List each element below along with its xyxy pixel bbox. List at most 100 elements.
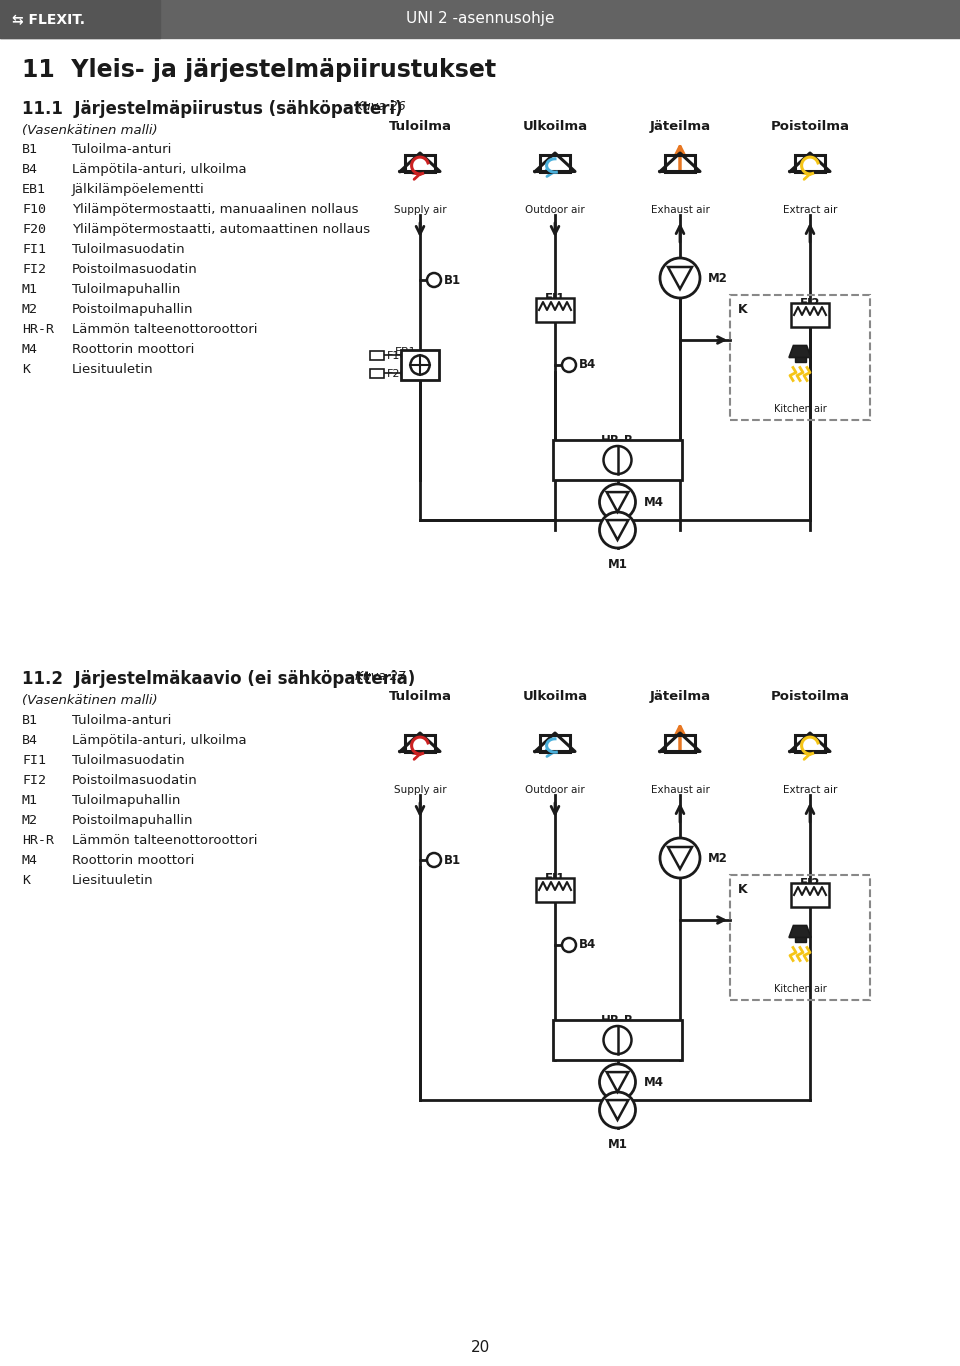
- Text: M2: M2: [22, 303, 38, 316]
- Text: F20: F20: [387, 369, 407, 378]
- Text: Supply air: Supply air: [394, 205, 446, 214]
- Bar: [791, 882, 829, 907]
- Text: B1: B1: [22, 143, 38, 156]
- Text: Tuloilmapuhallin: Tuloilmapuhallin: [72, 794, 180, 807]
- Bar: [795, 735, 825, 751]
- Circle shape: [427, 852, 441, 867]
- Text: 20: 20: [470, 1340, 490, 1355]
- Text: ⇆ FLEXIT.: ⇆ FLEXIT.: [12, 12, 85, 26]
- Text: M1: M1: [22, 794, 38, 807]
- Circle shape: [604, 1026, 632, 1055]
- Text: Kuva 26: Kuva 26: [355, 100, 406, 113]
- Text: FI2: FI2: [22, 264, 46, 276]
- Text: HR-R: HR-R: [22, 835, 54, 847]
- Bar: [795, 937, 805, 941]
- Text: Poistoilmapuhallin: Poistoilmapuhallin: [72, 303, 194, 316]
- Circle shape: [599, 512, 636, 548]
- Text: 11.2  Järjestelmäkaavio (ei sähköpatteria): 11.2 Järjestelmäkaavio (ei sähköpatteria…: [22, 669, 416, 688]
- Text: M2: M2: [708, 272, 728, 284]
- Bar: [553, 1020, 682, 1060]
- Text: B4: B4: [22, 734, 38, 747]
- Text: Tuloilma-anturi: Tuloilma-anturi: [72, 143, 172, 156]
- Text: Lämmön talteenottoroottori: Lämmön talteenottoroottori: [72, 835, 257, 847]
- Text: K: K: [22, 874, 30, 887]
- Text: Jäteilma: Jäteilma: [649, 690, 710, 703]
- Text: Ylilämpötermostaatti, manuaalinen nollaus: Ylilämpötermostaatti, manuaalinen nollau…: [72, 204, 358, 216]
- Text: FI1: FI1: [22, 754, 46, 766]
- Bar: [540, 154, 570, 172]
- Text: F20: F20: [22, 223, 46, 236]
- Text: UNI 2 -asennusohje: UNI 2 -asennusohje: [406, 11, 554, 26]
- Text: Outdoor air: Outdoor air: [525, 785, 585, 795]
- Text: Roottorin moottori: Roottorin moottori: [72, 854, 194, 867]
- Text: Outdoor air: Outdoor air: [525, 205, 585, 214]
- Text: M1: M1: [608, 1138, 628, 1152]
- Text: 11  Yleis- ja järjestelmäpiirustukset: 11 Yleis- ja järjestelmäpiirustukset: [22, 57, 496, 82]
- Text: Tuloilmapuhallin: Tuloilmapuhallin: [72, 283, 180, 296]
- Text: (Vasenkätinen malli): (Vasenkätinen malli): [22, 124, 157, 137]
- Text: Kuva 27: Kuva 27: [355, 669, 406, 683]
- Bar: [553, 440, 682, 479]
- Text: B1: B1: [444, 273, 461, 287]
- Text: FI1: FI1: [544, 872, 565, 885]
- Text: B1: B1: [444, 854, 461, 866]
- Text: B4: B4: [579, 938, 596, 952]
- Text: M4: M4: [22, 854, 38, 867]
- Circle shape: [562, 358, 576, 372]
- Text: FI2: FI2: [800, 877, 820, 891]
- Text: Poistoilma: Poistoilma: [771, 690, 850, 703]
- Bar: [370, 369, 384, 377]
- Circle shape: [562, 938, 576, 952]
- Text: Exhaust air: Exhaust air: [651, 785, 709, 795]
- Text: F10: F10: [22, 204, 46, 216]
- Bar: [536, 878, 574, 902]
- Bar: [730, 295, 870, 419]
- Text: Liesituuletin: Liesituuletin: [72, 363, 154, 376]
- Text: M4: M4: [643, 496, 663, 508]
- Text: M2: M2: [708, 851, 728, 865]
- Text: Ylilämpötermostaatti, automaattinen nollaus: Ylilämpötermostaatti, automaattinen noll…: [72, 223, 371, 236]
- Bar: [730, 876, 870, 1000]
- Bar: [665, 154, 695, 172]
- Text: Extract air: Extract air: [782, 205, 837, 214]
- Text: HR-R: HR-R: [601, 434, 634, 447]
- Text: Jäteilma: Jäteilma: [649, 120, 710, 133]
- Text: B4: B4: [22, 163, 38, 176]
- Text: K: K: [738, 882, 748, 896]
- Circle shape: [660, 837, 700, 878]
- Text: Poistoilma: Poistoilma: [771, 120, 850, 133]
- Polygon shape: [789, 346, 811, 358]
- Text: M1: M1: [22, 283, 38, 296]
- Text: HR-R: HR-R: [601, 1014, 634, 1027]
- Text: Kitchen air: Kitchen air: [774, 404, 827, 414]
- Text: M4: M4: [643, 1075, 663, 1089]
- Text: 11.1  Järjestelmäpiirustus (sähköpatteri): 11.1 Järjestelmäpiirustus (sähköpatteri): [22, 100, 402, 117]
- Text: M1: M1: [608, 557, 628, 571]
- Text: Roottorin moottori: Roottorin moottori: [72, 343, 194, 357]
- Text: Extract air: Extract air: [782, 785, 837, 795]
- Bar: [0, 0, 960, 38]
- Text: Lämpötila-anturi, ulkoilma: Lämpötila-anturi, ulkoilma: [72, 163, 247, 176]
- Text: M4: M4: [22, 343, 38, 357]
- Bar: [540, 735, 570, 751]
- Bar: [795, 357, 805, 362]
- Text: Poistoilmapuhallin: Poistoilmapuhallin: [72, 814, 194, 826]
- Text: M2: M2: [22, 814, 38, 826]
- Circle shape: [599, 484, 636, 520]
- Text: Tuloilmasuodatin: Tuloilmasuodatin: [72, 243, 184, 255]
- Bar: [536, 298, 574, 322]
- Bar: [405, 154, 435, 172]
- Circle shape: [660, 258, 700, 298]
- Circle shape: [599, 1064, 636, 1100]
- Bar: [405, 735, 435, 751]
- Text: EB1: EB1: [22, 183, 46, 195]
- Bar: [791, 303, 829, 326]
- Text: K: K: [738, 303, 748, 316]
- Text: Poistoilmasuodatin: Poistoilmasuodatin: [72, 775, 198, 787]
- Text: Jälkilämpöelementti: Jälkilämpöelementti: [72, 183, 204, 195]
- Text: B4: B4: [579, 358, 596, 372]
- Text: FI2: FI2: [22, 775, 46, 787]
- Bar: [0, 0, 160, 38]
- Text: HR-R: HR-R: [22, 322, 54, 336]
- Circle shape: [427, 273, 441, 287]
